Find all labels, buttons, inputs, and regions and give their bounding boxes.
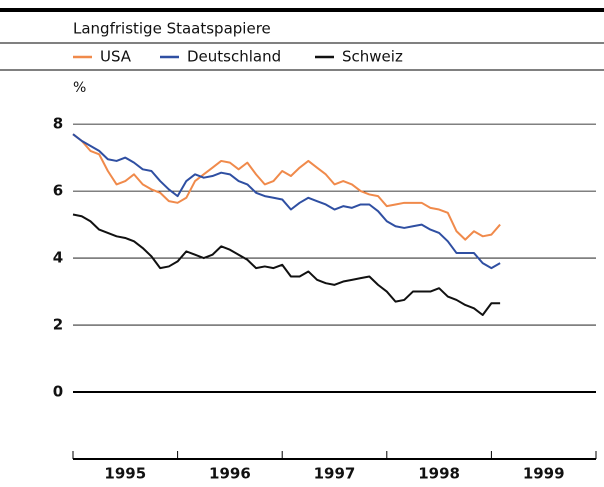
x-tick-label: 1998 [418, 465, 460, 483]
y-tick-label: 4 [53, 249, 63, 267]
y-tick-label: 0 [53, 383, 63, 401]
series-line [72, 213, 501, 316]
chart-title: Langfristige Staatspapiere [73, 20, 271, 38]
x-tick-label: 1996 [209, 465, 251, 483]
legend-label: USA [100, 48, 132, 66]
top-rule [0, 8, 604, 12]
series-line [72, 133, 501, 270]
legend-label: Deutschland [187, 48, 281, 66]
y-tick-label: 6 [53, 182, 63, 200]
legend-label: Schweiz [342, 48, 403, 66]
series-line [72, 133, 501, 241]
x-tick-label: 1995 [104, 465, 146, 483]
y-axis-label: % [73, 80, 86, 96]
y-tick-label: 2 [53, 316, 63, 334]
x-tick-label: 1999 [523, 465, 565, 483]
y-tick-label: 8 [53, 115, 63, 133]
x-tick-label: 1997 [314, 465, 356, 483]
